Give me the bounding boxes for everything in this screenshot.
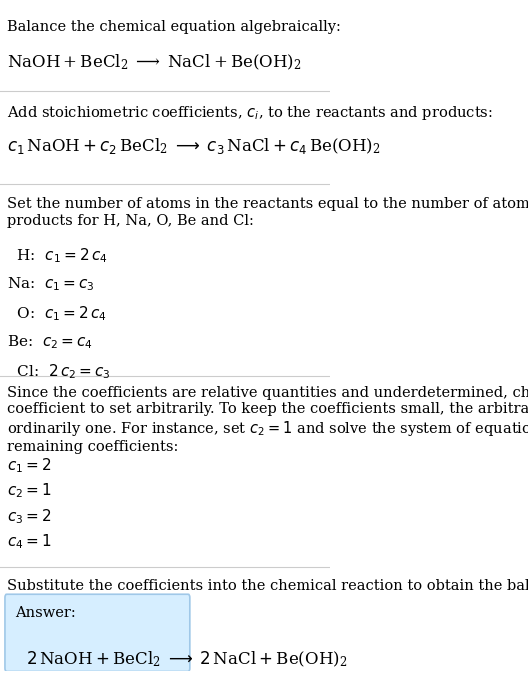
Text: Add stoichiometric coefficients, $c_i$, to the reactants and products:: Add stoichiometric coefficients, $c_i$, … <box>7 104 493 122</box>
Text: $c_4 = 1$: $c_4 = 1$ <box>7 532 51 551</box>
Text: Cl:  $2\,c_2 = c_3$: Cl: $2\,c_2 = c_3$ <box>7 362 110 381</box>
Text: Substitute the coefficients into the chemical reaction to obtain the balanced
eq: Substitute the coefficients into the che… <box>7 579 528 609</box>
Text: Be:  $c_2 = c_4$: Be: $c_2 = c_4$ <box>7 333 92 350</box>
Text: Answer:: Answer: <box>15 606 76 619</box>
Text: $\mathregular{NaOH + BeCl_2 \;\longrightarrow\; NaCl + Be(OH)_2}$: $\mathregular{NaOH + BeCl_2 \;\longright… <box>7 53 301 71</box>
Text: Since the coefficients are relative quantities and underdetermined, choose a
coe: Since the coefficients are relative quan… <box>7 386 528 454</box>
Text: Na:  $c_1 = c_3$: Na: $c_1 = c_3$ <box>7 275 95 293</box>
Text: Set the number of atoms in the reactants equal to the number of atoms in the
pro: Set the number of atoms in the reactants… <box>7 197 528 228</box>
Text: $2\,\mathregular{NaOH} + \mathregular{BeCl_2} \;\longrightarrow\; 2\,\mathregula: $2\,\mathregular{NaOH} + \mathregular{Be… <box>26 650 348 669</box>
FancyBboxPatch shape <box>5 594 190 671</box>
Text: $c_1\,\mathregular{NaOH} + c_2\,\mathregular{BeCl_2} \;\longrightarrow\; c_3\,\m: $c_1\,\mathregular{NaOH} + c_2\,\mathreg… <box>7 136 380 156</box>
Text: Balance the chemical equation algebraically:: Balance the chemical equation algebraica… <box>7 20 341 34</box>
Text: H:  $c_1 = 2\,c_4$: H: $c_1 = 2\,c_4$ <box>7 247 108 265</box>
Text: $c_3 = 2$: $c_3 = 2$ <box>7 507 51 526</box>
Text: $c_1 = 2$: $c_1 = 2$ <box>7 456 51 474</box>
Text: O:  $c_1 = 2\,c_4$: O: $c_1 = 2\,c_4$ <box>7 304 107 323</box>
Text: $c_2 = 1$: $c_2 = 1$ <box>7 481 51 500</box>
